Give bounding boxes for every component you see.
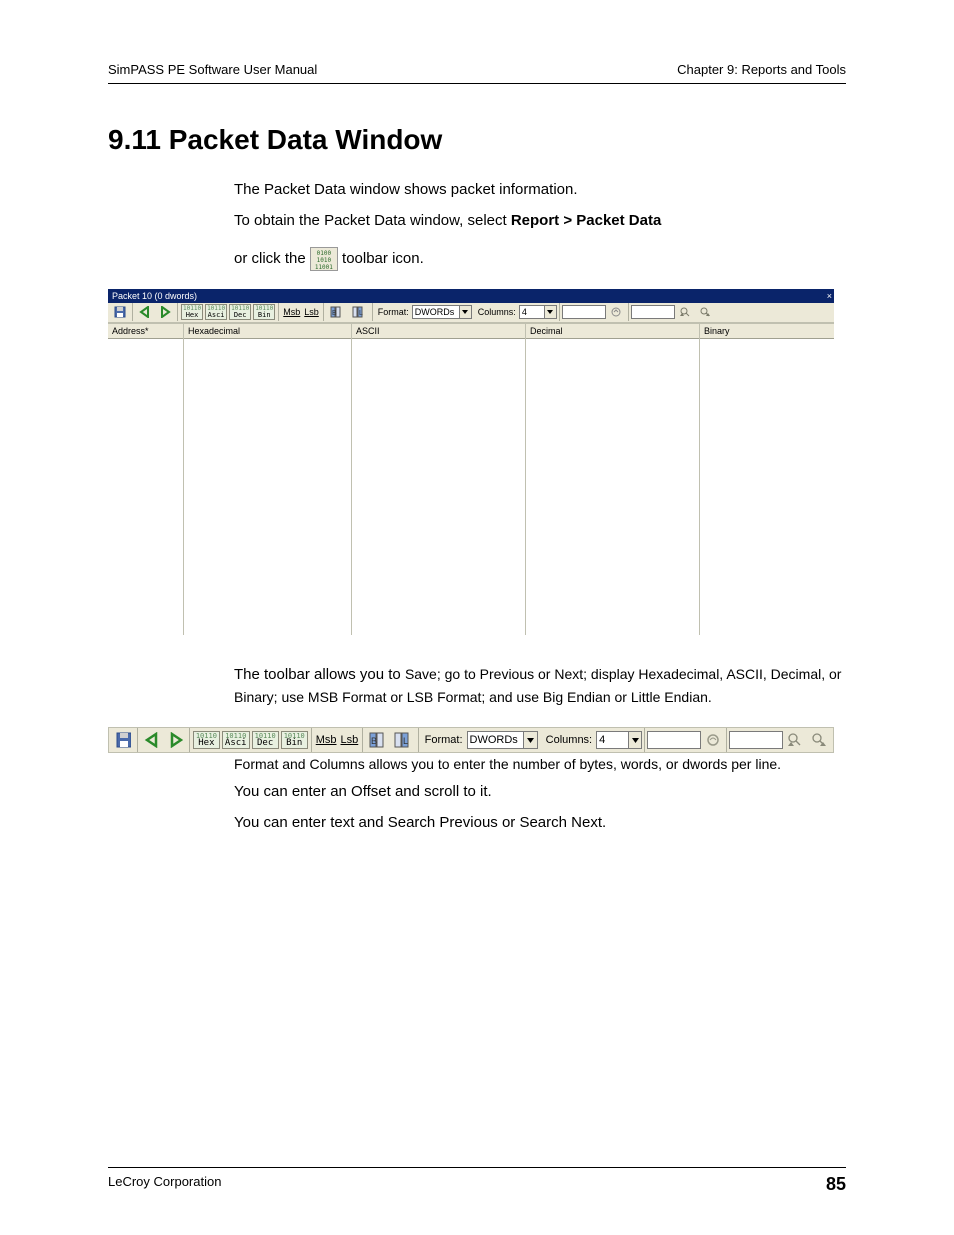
next-button[interactable] <box>155 304 175 320</box>
save-button[interactable] <box>110 304 130 320</box>
next-button[interactable] <box>164 729 187 751</box>
prev-button[interactable] <box>135 304 155 320</box>
ascii-button[interactable]: 10110Asci <box>222 731 250 749</box>
col-header-hex[interactable]: Hexadecimal <box>184 324 351 339</box>
msb-button[interactable]: Msb <box>281 307 302 317</box>
ascii-button[interactable]: 10110Asci <box>205 304 227 320</box>
format-label: Format: <box>375 307 412 317</box>
packet-data-toolbar-icon: 0100 1010 11001 <box>310 247 338 271</box>
goto-offset-button[interactable] <box>606 304 626 320</box>
packet-toolbar: 10110Hex 10110Asci 10110Dec 10110Bin Msb… <box>108 303 834 323</box>
columns-select[interactable]: 4 <box>596 731 629 749</box>
hex-button[interactable]: 10110Hex <box>181 304 203 320</box>
columns-dropdown-icon[interactable] <box>545 305 557 319</box>
little-endian-button[interactable]: L <box>348 304 370 320</box>
col-header-address[interactable]: Address* <box>108 324 183 339</box>
svg-text:L: L <box>403 736 408 746</box>
toolbar2-caption: Format and Columns allows you to enter t… <box>234 756 846 772</box>
body3: You can enter an Offset and scroll to it… <box>234 780 846 835</box>
intro-line-3: or click the 0100 1010 11001 toolbar ico… <box>234 247 846 271</box>
toolbar-closeup-screenshot: 10110Hex 10110Asci 10110Dec 10110Bin Msb… <box>108 727 834 753</box>
data-table: Address* Hexadecimal ASCII Decimal Binar… <box>108 323 834 635</box>
search-note: You can enter text and Search Previous o… <box>234 811 846 834</box>
bin-button[interactable]: 10110Bin <box>253 304 275 320</box>
page-footer: LeCroy Corporation 85 <box>108 1167 846 1195</box>
search-input[interactable] <box>729 731 783 749</box>
offset-input[interactable] <box>562 305 606 319</box>
msb-button[interactable]: Msb <box>314 734 339 746</box>
little-endian-button[interactable]: L <box>390 729 415 751</box>
col-header-decimal[interactable]: Decimal <box>526 324 699 339</box>
intro-line-2: To obtain the Packet Data window, select… <box>234 209 846 232</box>
dec-button[interactable]: 10110Dec <box>252 731 279 749</box>
search-next-button[interactable] <box>695 304 715 320</box>
close-icon[interactable]: × <box>827 289 832 303</box>
columns-label: Columns: <box>472 307 519 317</box>
col-header-ascii[interactable]: ASCII <box>352 324 525 339</box>
format-label: Format: <box>421 734 467 746</box>
packet-toolbar-large: 10110Hex 10110Asci 10110Dec 10110Bin Msb… <box>108 727 834 753</box>
columns-label: Columns: <box>538 734 596 746</box>
goto-offset-button[interactable] <box>701 729 724 751</box>
big-endian-button[interactable]: B <box>365 729 390 751</box>
hex-button[interactable]: 10110Hex <box>193 731 220 749</box>
page-number: 85 <box>826 1174 846 1195</box>
dec-button[interactable]: 10110Dec <box>229 304 251 320</box>
format-dropdown-icon[interactable] <box>460 305 472 319</box>
window-title: Packet 10 (0 dwords) <box>112 291 197 301</box>
toolbar-description: The toolbar allows you to Save; go to Pr… <box>234 663 846 710</box>
bin-button[interactable]: 10110Bin <box>281 731 308 749</box>
format-select[interactable]: DWORDs <box>412 305 460 319</box>
search-prev-button[interactable] <box>783 729 806 751</box>
search-input[interactable] <box>631 305 675 319</box>
search-next-button[interactable] <box>807 729 830 751</box>
columns-select[interactable]: 4 <box>519 305 545 319</box>
columns-dropdown-icon[interactable] <box>629 731 642 749</box>
save-button[interactable] <box>112 729 135 751</box>
section-title: 9.11 Packet Data Window <box>108 124 846 156</box>
big-endian-button[interactable]: B <box>326 304 348 320</box>
svg-text:B: B <box>332 310 337 317</box>
window-titlebar: Packet 10 (0 dwords) × <box>108 289 834 303</box>
header-rule <box>108 83 846 84</box>
svg-text:L: L <box>359 310 363 317</box>
prev-button[interactable] <box>140 729 163 751</box>
header-right: Chapter 9: Reports and Tools <box>677 62 846 77</box>
packet-data-window-screenshot: Packet 10 (0 dwords) × 10110Hex 10110Asc… <box>108 289 834 635</box>
lsb-button[interactable]: Lsb <box>302 307 321 317</box>
search-prev-button[interactable] <box>675 304 695 320</box>
format-select[interactable]: DWORDs <box>467 731 525 749</box>
intro-line-1: The Packet Data window shows packet info… <box>234 178 846 201</box>
footer-left: LeCroy Corporation <box>108 1174 221 1195</box>
lsb-button[interactable]: Lsb <box>339 734 361 746</box>
intro-block: The Packet Data window shows packet info… <box>234 178 846 271</box>
offset-input[interactable] <box>647 731 701 749</box>
offset-note: You can enter an Offset and scroll to it… <box>234 780 846 803</box>
svg-text:B: B <box>371 736 377 746</box>
page-header: SimPASS PE Software User Manual Chapter … <box>108 62 846 77</box>
format-dropdown-icon[interactable] <box>524 731 537 749</box>
col-header-binary[interactable]: Binary <box>700 324 834 339</box>
header-left: SimPASS PE Software User Manual <box>108 62 317 77</box>
